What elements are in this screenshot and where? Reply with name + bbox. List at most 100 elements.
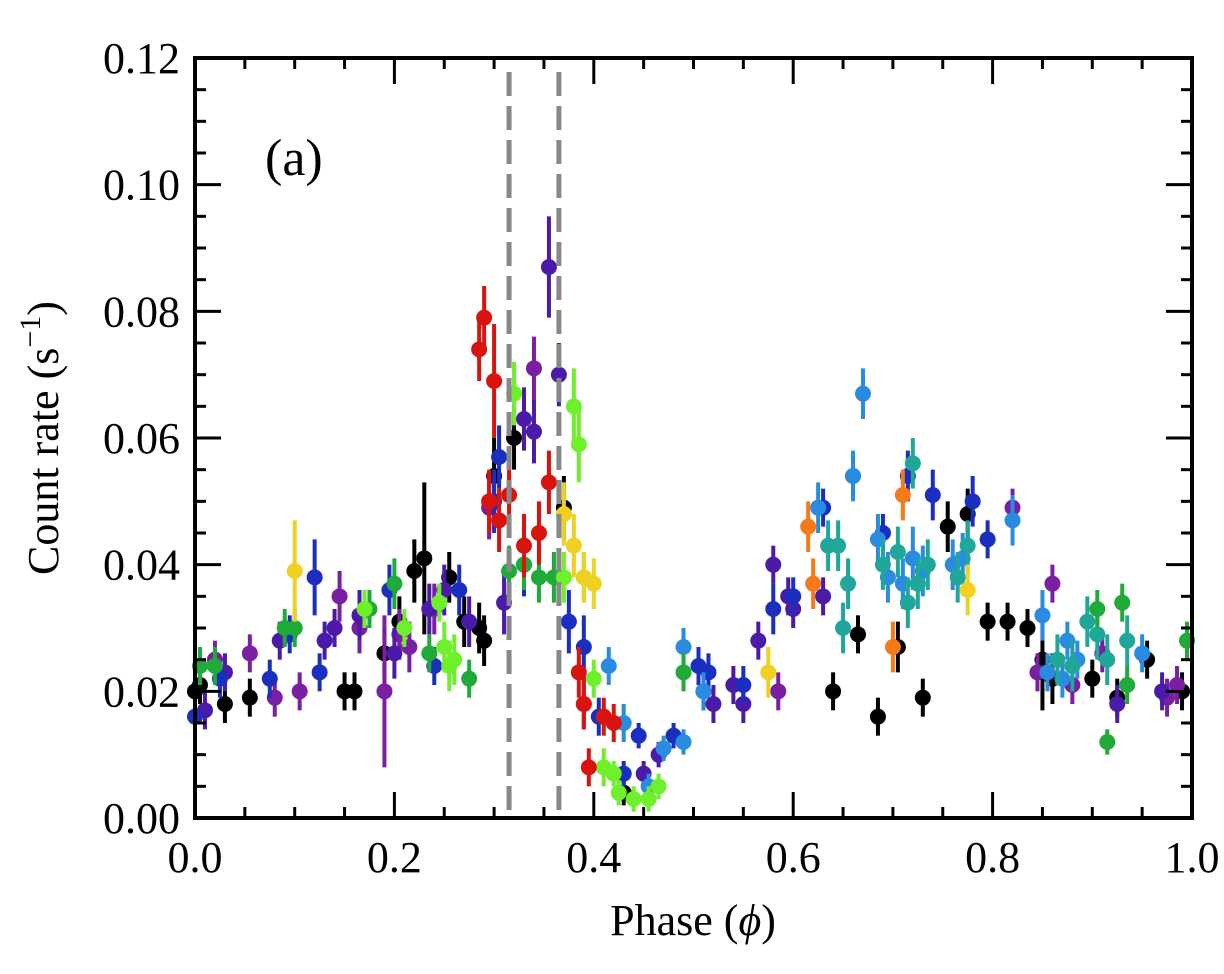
data-marker [1099,734,1116,750]
data-marker [286,563,303,579]
data-point [1114,583,1131,622]
data-marker [555,569,572,586]
data-point [894,469,911,521]
data-marker [1044,575,1061,592]
data-point [386,558,403,609]
data-marker [845,468,862,484]
data-marker [625,791,642,807]
data-layer [187,216,1196,812]
data-marker [1154,683,1171,700]
data-marker [765,556,782,573]
data-marker [1019,620,1036,636]
data-point [1089,590,1106,628]
y-axis-title-close: ) [19,301,68,316]
data-marker [1039,664,1056,681]
data-marker [650,778,667,795]
data-marker [770,683,787,700]
x-axis-title-symbol: ϕ [738,896,761,945]
data-marker [516,537,533,554]
data-point [525,336,542,400]
data-point [874,539,891,590]
y-tick-label: 0.10 [103,161,180,210]
data-marker [884,639,901,655]
data-point [530,501,547,565]
data-point [1039,653,1056,692]
data-marker [979,531,996,548]
data-point [625,786,642,812]
data-marker [894,487,911,503]
data-point [206,647,223,685]
data-marker [964,493,981,510]
data-point [585,558,602,609]
data-marker [1049,651,1066,668]
data-marker [570,436,587,453]
data-marker [1089,601,1106,617]
data-marker [1079,613,1096,630]
y-tick-label: 0.02 [103,667,180,716]
data-marker [1099,651,1116,668]
data-point [555,552,572,603]
data-point [560,590,577,654]
data-marker [605,715,622,731]
data-marker [241,645,258,662]
data-marker [431,594,448,611]
data-marker [869,708,886,725]
data-marker [306,569,323,586]
data-marker [530,525,547,541]
data-marker [216,696,233,712]
data-point [850,615,867,654]
data-point [924,469,941,521]
data-marker [291,683,308,700]
data-marker [939,518,956,535]
data-point [306,539,323,616]
x-tick-label: 0.4 [566,833,621,882]
data-point [630,723,647,749]
data-point [476,615,493,666]
data-point [765,545,782,584]
data-point [491,488,508,552]
series-blue [187,425,996,787]
vertical-dashed-lines [506,72,562,816]
y-tick-label: 0.12 [103,34,180,83]
data-marker [874,556,891,573]
x-tick-label: 0.8 [965,833,1020,882]
data-marker [1169,677,1186,693]
data-point [640,786,657,812]
data-marker [585,670,602,687]
data-marker [959,582,976,598]
data-marker [376,683,393,700]
data-point [800,501,817,552]
data-point [540,450,557,514]
data-marker [416,550,433,567]
data-marker [486,373,503,389]
data-point [446,634,463,685]
data-point [810,482,827,533]
data-point [461,659,478,698]
data-point [750,621,767,660]
data-marker [904,455,921,472]
data-marker [575,696,592,712]
data-marker [516,411,533,427]
data-marker [840,575,857,592]
data-marker [1034,607,1051,624]
data-marker [316,632,333,649]
data-point [650,773,667,799]
data-point [675,653,692,692]
data-marker [655,740,672,757]
data-marker [206,658,223,674]
data-point [431,583,448,622]
data-marker [1084,670,1101,687]
data-marker [919,556,936,573]
data-marker [979,613,996,630]
data-marker [909,575,926,592]
data-marker [830,537,847,554]
data-point [815,577,832,616]
data-point [1049,634,1066,685]
data-point [909,558,926,609]
data-point [770,672,787,711]
data-point [491,425,508,489]
series-orange [800,469,911,673]
data-marker [286,620,303,636]
data-marker [999,613,1016,630]
